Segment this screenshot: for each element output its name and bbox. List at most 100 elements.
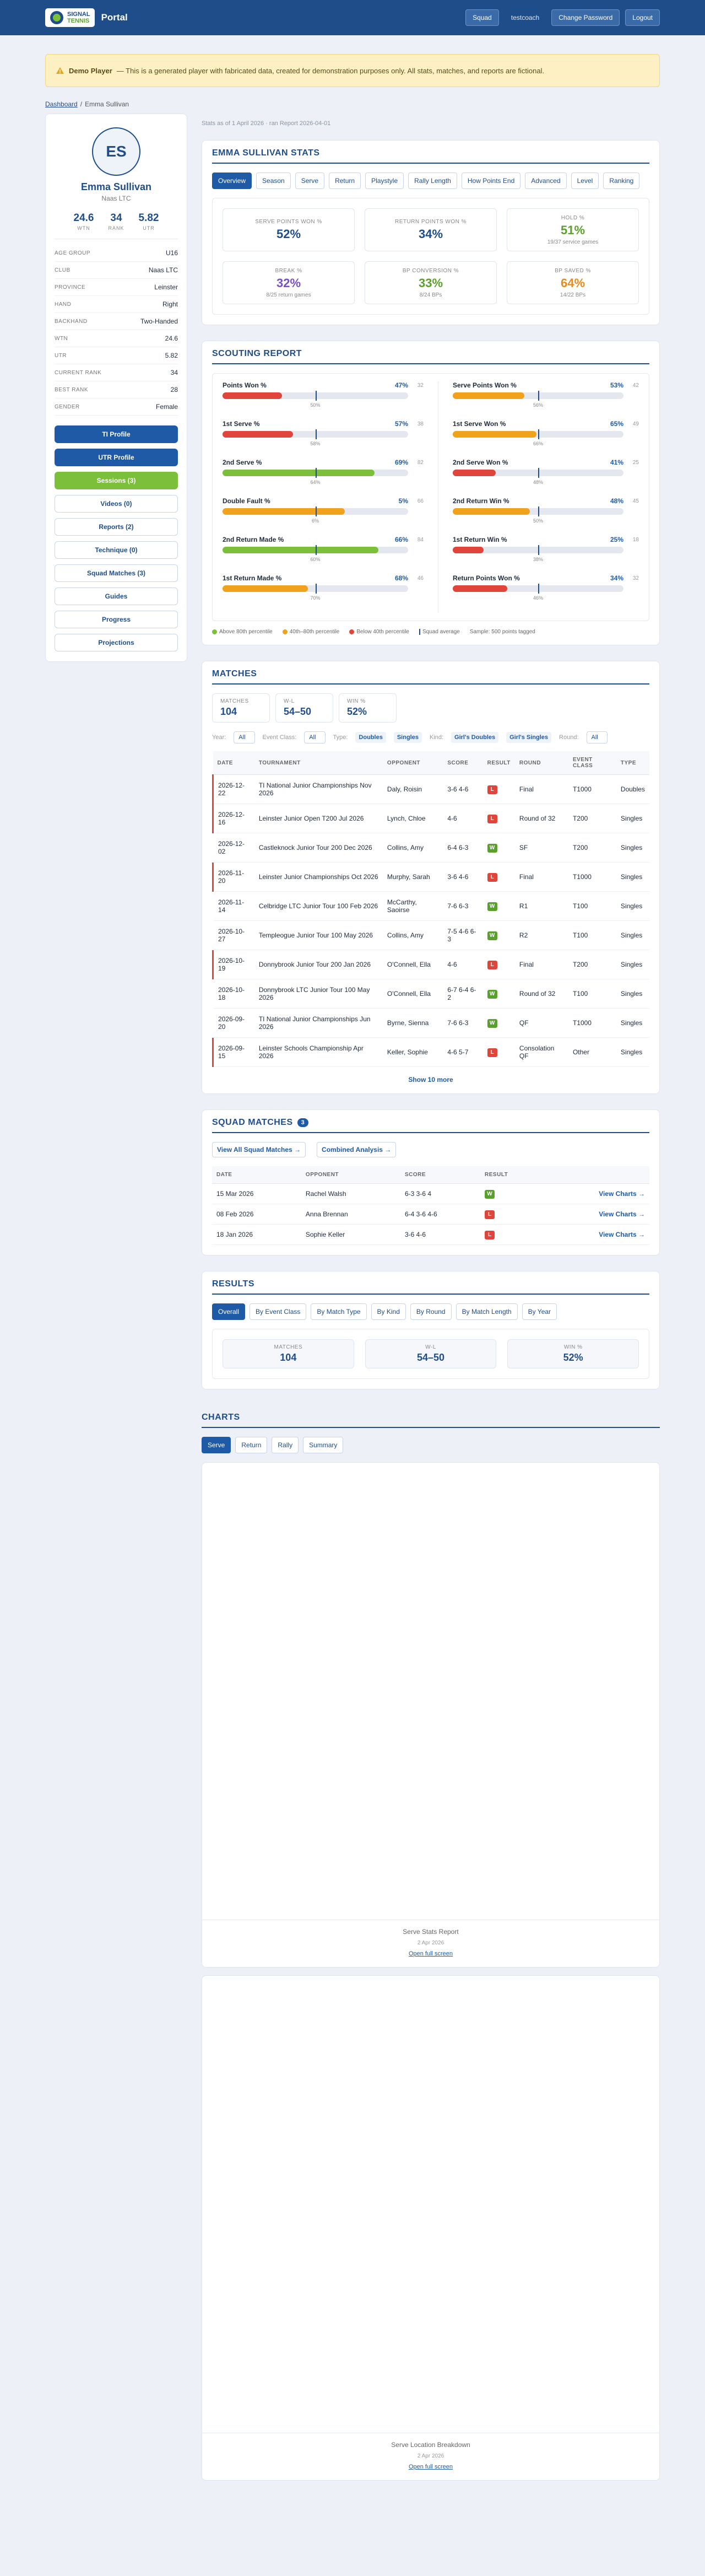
tab[interactable]: Return bbox=[235, 1437, 268, 1454]
cell: R1 bbox=[514, 891, 568, 921]
main: Stats as of 1 April 2026 · ran Report 20… bbox=[202, 114, 660, 2496]
profile-button[interactable]: Videos (0) bbox=[55, 495, 178, 513]
filter-option[interactable]: Doubles bbox=[355, 732, 386, 743]
tab[interactable]: By Year bbox=[522, 1303, 557, 1321]
match-row[interactable]: 2026-10-19 Donnybrook Junior Tour 200 Jan… bbox=[212, 950, 649, 980]
scouting-grid: Points Won % 47% 32 50% 1st Serve % 57% 38 58% 2… bbox=[212, 373, 649, 621]
detail-row: UTR 5.82 bbox=[55, 347, 178, 364]
tab[interactable]: Overall bbox=[212, 1303, 246, 1321]
cell: T1000 bbox=[568, 862, 616, 892]
match-row[interactable]: 2026-11-20 Leinster Junior Championships … bbox=[212, 862, 649, 892]
squad-link[interactable]: Combined Analysis → bbox=[317, 1142, 397, 1158]
count-badge: 3 bbox=[297, 1118, 309, 1128]
profile-button[interactable]: Sessions (3) bbox=[55, 472, 178, 489]
profile-button[interactable]: UTR Profile bbox=[55, 449, 178, 466]
tab[interactable]: Serve bbox=[202, 1437, 231, 1454]
squad-marker bbox=[538, 429, 539, 439]
match-row[interactable]: 2026-12-02 Castleknock Junior Tour 200 De… bbox=[213, 833, 649, 863]
cell: SF bbox=[514, 833, 568, 863]
metric: 2nd Serve % 69% 82 64% bbox=[223, 459, 424, 497]
squad-link[interactable]: View All Squad Matches → bbox=[212, 1142, 306, 1158]
filter-label: Type: bbox=[333, 734, 348, 741]
profile-button[interactable]: TI Profile bbox=[55, 425, 178, 443]
summary-box: W-L 54–50 bbox=[275, 693, 333, 723]
nav-button[interactable]: testcoach bbox=[511, 14, 540, 21]
match-row[interactable]: 2026-10-27 Templeogue Junior Tour 100 May… bbox=[213, 920, 649, 951]
filter-option[interactable]: Girl's Doubles bbox=[451, 732, 499, 743]
match-row[interactable]: 2026-09-15 Leinster Schools Championship … bbox=[212, 1037, 649, 1068]
profile-button[interactable]: Progress bbox=[55, 611, 178, 628]
view-charts[interactable]: View Charts → bbox=[543, 1224, 649, 1246]
metric-label: 2nd Serve % bbox=[223, 459, 262, 466]
match-row[interactable]: 2026-12-16 Leinster Junior Open T200 Jul … bbox=[212, 804, 649, 834]
profile-button[interactable]: Technique (0) bbox=[55, 541, 178, 559]
cell: T100 bbox=[568, 920, 616, 951]
page: SIGNAL TENNIS Portal Squad testcoach Change… bbox=[0, 0, 705, 2496]
profile-button[interactable]: Squad Matches (3) bbox=[55, 564, 178, 582]
summary-label: WIN % bbox=[347, 698, 366, 705]
squad-average: 46% bbox=[533, 595, 544, 601]
tab[interactable]: By Round bbox=[410, 1303, 452, 1321]
tab[interactable]: By Kind bbox=[371, 1303, 406, 1321]
tab[interactable]: Rally bbox=[272, 1437, 299, 1454]
panel-link[interactable]: Open full screen bbox=[408, 2464, 453, 2471]
match-row[interactable]: 2026-12-22 TI National Junior Championshi… bbox=[212, 774, 649, 805]
filter-option[interactable]: All bbox=[304, 731, 326, 744]
tab[interactable]: Return bbox=[329, 173, 361, 189]
profile-button[interactable]: Reports (2) bbox=[55, 518, 178, 536]
metric: 2nd Return Made % 66% 84 60% bbox=[223, 536, 424, 574]
nav-button[interactable]: Logout bbox=[625, 9, 660, 26]
tab[interactable]: Rally Length bbox=[408, 173, 457, 189]
panel-link[interactable]: Open full screen bbox=[408, 1950, 453, 1958]
cell: 15 Mar 2026 bbox=[212, 1183, 301, 1205]
metric-head: 1st Serve Won % 65% 49 bbox=[453, 420, 639, 428]
logo[interactable]: SIGNAL TENNIS bbox=[45, 8, 95, 27]
player-stat: 34 RANK bbox=[108, 212, 124, 231]
filter-option[interactable]: All bbox=[234, 731, 255, 744]
crumb-link[interactable]: Dashboard bbox=[45, 100, 78, 108]
view-charts[interactable]: View Charts → bbox=[543, 1183, 649, 1205]
profile-button[interactable]: Guides bbox=[55, 588, 178, 605]
tab[interactable]: Ranking bbox=[603, 173, 640, 189]
tab[interactable]: Overview bbox=[212, 173, 252, 189]
cell: Singles bbox=[616, 804, 649, 834]
tab[interactable]: Level bbox=[571, 173, 599, 189]
profile-button[interactable]: Projections bbox=[55, 634, 178, 651]
match-row[interactable]: 2026-11-14 Celbridge LTC Junior Tour 100 … bbox=[213, 891, 649, 921]
column-header: TYPE bbox=[616, 751, 649, 775]
metric-percentile: 38 bbox=[417, 421, 424, 427]
tab[interactable]: How Points End bbox=[461, 173, 521, 189]
metric: 1st Return Made % 68% 46 70% bbox=[223, 574, 424, 613]
tab[interactable]: By Event Class bbox=[250, 1303, 307, 1321]
detail-row: GENDER Female bbox=[55, 398, 178, 416]
match-row[interactable]: 2026-09-20 TI National Junior Championshi… bbox=[213, 1008, 649, 1038]
filter-option[interactable]: Singles bbox=[393, 732, 422, 743]
tab[interactable]: By Match Type bbox=[311, 1303, 367, 1321]
show-more[interactable]: Show 10 more bbox=[408, 1076, 453, 1084]
legend-label: Squad average bbox=[422, 629, 460, 635]
nav-button[interactable]: Change Password bbox=[551, 9, 620, 26]
stat-label: RANK bbox=[108, 225, 124, 231]
column-header: SCORE bbox=[443, 751, 483, 775]
cell: O'Connell, Ella bbox=[382, 979, 443, 1009]
detail-value: 5.82 bbox=[165, 352, 178, 359]
filter-option[interactable]: All bbox=[586, 731, 608, 744]
tab[interactable]: Serve bbox=[295, 173, 325, 189]
tab[interactable]: Summary bbox=[303, 1437, 344, 1454]
percentile-bar bbox=[223, 585, 308, 592]
metric-track: 56% bbox=[453, 391, 623, 408]
tab[interactable]: By Match Length bbox=[455, 1303, 518, 1321]
nav-button[interactable]: Squad bbox=[465, 9, 499, 26]
tab[interactable]: Playstyle bbox=[365, 173, 404, 189]
filter-option[interactable]: Girl's Singles bbox=[506, 732, 552, 743]
match-row[interactable]: 2026-10-18 Donnybrook LTC Junior Tour 100… bbox=[213, 979, 649, 1009]
view-charts[interactable]: View Charts → bbox=[543, 1204, 649, 1225]
table-header: DATE TOURNAMENT OPPONENT SCORE RESULT ROUND EV… bbox=[213, 751, 649, 775]
card-label: BP SAVED % bbox=[555, 267, 591, 274]
tab[interactable]: Season bbox=[256, 173, 291, 189]
stat-card: RETURN POINTS WON % 34% bbox=[365, 208, 497, 251]
tab[interactable]: Advanced bbox=[525, 173, 567, 189]
metric-value: 68% bbox=[394, 574, 408, 582]
player-club: Naas LTC bbox=[101, 195, 131, 202]
cell: W bbox=[482, 1008, 515, 1038]
